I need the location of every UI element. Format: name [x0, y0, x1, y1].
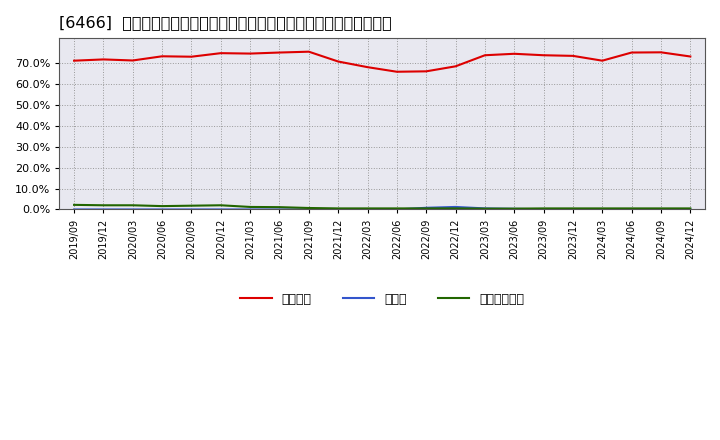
自己資本 [392, 69, 401, 74]
繰延税金資産 [657, 206, 665, 211]
自己資本 [217, 51, 225, 56]
のれん [334, 207, 343, 212]
のれん [275, 207, 284, 212]
のれん [128, 207, 137, 212]
Line: 繰延税金資産: 繰延税金資産 [74, 205, 690, 209]
繰延税金資産 [246, 204, 254, 209]
繰延税金資産 [422, 206, 431, 211]
繰延税金資産 [363, 206, 372, 211]
自己資本 [480, 53, 489, 58]
繰延税金資産 [510, 206, 518, 211]
のれん [686, 207, 695, 212]
のれん [70, 207, 78, 212]
繰延税金資産 [99, 203, 108, 208]
自己資本 [657, 50, 665, 55]
のれん [99, 207, 108, 212]
自己資本 [99, 57, 108, 62]
繰延税金資産 [275, 205, 284, 210]
自己資本 [275, 50, 284, 55]
自己資本 [305, 49, 313, 54]
のれん [510, 206, 518, 212]
自己資本 [686, 54, 695, 59]
繰延税金資産 [128, 203, 137, 208]
のれん [305, 207, 313, 212]
Legend: 自己資本, のれん, 繰延税金資産: 自己資本, のれん, 繰延税金資産 [235, 288, 529, 311]
自己資本 [363, 65, 372, 70]
繰延税金資産 [480, 206, 489, 211]
繰延税金資産 [451, 206, 460, 211]
自己資本 [422, 69, 431, 74]
自己資本 [451, 64, 460, 69]
のれん [217, 207, 225, 212]
のれん [158, 207, 166, 212]
自己資本 [598, 58, 607, 63]
のれん [422, 205, 431, 210]
Line: 自己資本: 自己資本 [74, 51, 690, 72]
繰延税金資産 [217, 203, 225, 208]
繰延税金資産 [334, 206, 343, 211]
自己資本 [627, 50, 636, 55]
自己資本 [539, 53, 548, 58]
自己資本 [569, 53, 577, 59]
自己資本 [334, 59, 343, 64]
のれん [657, 207, 665, 212]
のれん [539, 207, 548, 212]
のれん [392, 207, 401, 212]
繰延税金資産 [392, 206, 401, 211]
自己資本 [158, 54, 166, 59]
繰延税金資産 [539, 206, 548, 211]
Text: [6466]  自己資本、のれん、繰延税金資産の総資産に対する比率の推移: [6466] 自己資本、のれん、繰延税金資産の総資産に対する比率の推移 [60, 15, 392, 30]
繰延税金資産 [598, 206, 607, 211]
繰延税金資産 [686, 206, 695, 211]
自己資本 [128, 58, 137, 63]
のれん [451, 204, 460, 209]
のれん [480, 206, 489, 211]
自己資本 [70, 58, 78, 63]
のれん [246, 207, 254, 212]
繰延税金資産 [187, 203, 196, 208]
繰延税金資産 [70, 202, 78, 208]
自己資本 [187, 54, 196, 59]
のれん [627, 207, 636, 212]
のれん [569, 207, 577, 212]
のれん [363, 207, 372, 212]
のれん [598, 207, 607, 212]
自己資本 [510, 51, 518, 56]
繰延税金資産 [305, 205, 313, 211]
のれん [187, 207, 196, 212]
Line: のれん: のれん [74, 207, 690, 209]
繰延税金資産 [627, 206, 636, 211]
自己資本 [246, 51, 254, 56]
繰延税金資産 [569, 206, 577, 211]
繰延税金資産 [158, 203, 166, 209]
